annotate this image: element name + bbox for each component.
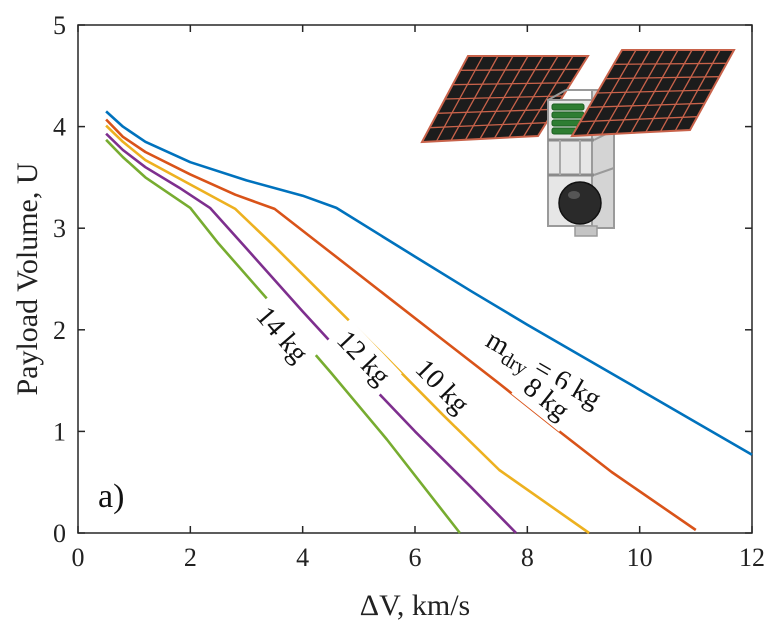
x-tick-label: 12 [739, 543, 765, 572]
label-knockout [511, 366, 581, 432]
series-line-14-kg [105, 138, 461, 534]
x-tick-label: 4 [296, 543, 309, 572]
panel-label: a) [98, 478, 124, 515]
y-tick-label: 2 [53, 316, 66, 345]
panel-grid-line [437, 108, 555, 114]
series-lines [105, 110, 753, 535]
panel-grid-line [613, 62, 727, 65]
series-label-12-kg: 12 kg [324, 319, 402, 398]
panel-grid-line [605, 76, 720, 80]
panel-grid-line [452, 82, 572, 86]
label-knockout [324, 319, 402, 398]
y-tick-label: 3 [53, 214, 66, 243]
panel-grid-line [429, 122, 547, 129]
x-tick-label: 6 [409, 543, 422, 572]
x-tick-label: 8 [521, 543, 534, 572]
series-line-10-kg [105, 124, 590, 535]
label-knockout [244, 295, 320, 375]
propellant-tank [558, 181, 602, 225]
series-label-14-kg: 14 kg [244, 295, 320, 375]
y-tick-label: 5 [53, 11, 66, 40]
series-line-12-kg [105, 132, 518, 534]
y-axis-label: Payload Volume, U [11, 162, 44, 395]
panel-grid-line [460, 68, 580, 71]
x-tick-label: 0 [72, 543, 85, 572]
x-axis-label: ΔV, km/s [360, 589, 470, 622]
panel-grid-line [588, 102, 705, 108]
panel-grid-line [596, 89, 713, 94]
x-tick-label: 10 [627, 543, 653, 572]
y-tick-label: 4 [53, 113, 66, 142]
right-solar-panel [570, 49, 736, 138]
y-tick-label: 1 [53, 417, 66, 446]
cubesat-illustration [420, 49, 736, 237]
y-tick-label: 0 [53, 519, 66, 548]
panel-grid-line [444, 95, 564, 100]
x-tick-label: 2 [184, 543, 197, 572]
series-line-6-kg [105, 110, 753, 456]
panel-grid-line [580, 116, 698, 123]
left-solar-panel [420, 55, 590, 144]
label-knockout [471, 319, 613, 425]
label-knockout [403, 347, 481, 426]
